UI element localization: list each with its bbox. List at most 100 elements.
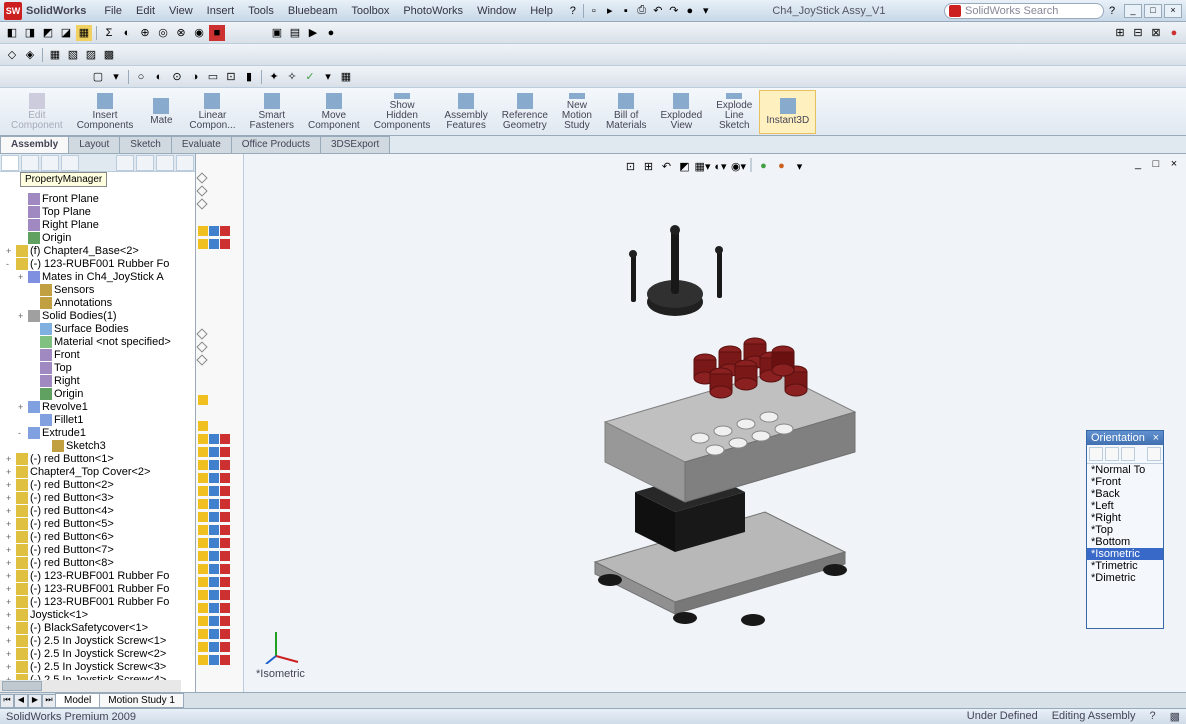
tree-item[interactable]: +Revolve1: [0, 400, 195, 413]
tree-item[interactable]: Sensors: [0, 283, 195, 296]
config-manager-tab[interactable]: [41, 155, 59, 171]
tool-icon[interactable]: ▶: [305, 25, 321, 41]
tool-icon[interactable]: ▮: [241, 69, 257, 85]
orientation-triad[interactable]: [264, 624, 304, 664]
tool-icon[interactable]: ▦: [76, 25, 92, 41]
tool-icon[interactable]: ▾: [108, 69, 124, 85]
tree-expand-icon[interactable]: +: [6, 636, 16, 646]
ribbon-explode[interactable]: ExplodeLineSketch: [709, 90, 759, 134]
tool-icon[interactable]: ◩: [40, 25, 56, 41]
tool-icon[interactable]: ▦: [47, 47, 63, 63]
tree-expand-icon[interactable]: +: [6, 545, 16, 555]
menu-item-bluebeam[interactable]: Bluebeam: [282, 3, 344, 19]
orientation-item[interactable]: *Dimetric: [1087, 572, 1163, 584]
menu-item-view[interactable]: View: [163, 3, 199, 19]
orientation-tool-icon[interactable]: [1147, 447, 1161, 461]
tree-item[interactable]: Front Plane: [0, 192, 195, 205]
ribbon-mate[interactable]: Mate: [140, 90, 182, 134]
tree-item[interactable]: Front: [0, 348, 195, 361]
vp-minimize-icon[interactable]: _: [1130, 156, 1146, 172]
orientation-item[interactable]: *Right: [1087, 512, 1163, 524]
options-icon[interactable]: ▾: [698, 3, 714, 19]
tree-item[interactable]: +(-) 123-RUBF001 Rubber Fo: [0, 582, 195, 595]
section-view-icon[interactable]: ◩: [677, 158, 693, 174]
tree-item[interactable]: +(-) red Button<3>: [0, 491, 195, 504]
tree-item[interactable]: -(-) 123-RUBF001 Rubber Fo: [0, 257, 195, 270]
tree-item[interactable]: +(-) 123-RUBF001 Rubber Fo: [0, 595, 195, 608]
menu-item-insert[interactable]: Insert: [201, 3, 241, 19]
orientation-tool-icon[interactable]: [1089, 447, 1103, 461]
orientation-list[interactable]: *Normal To*Front*Back*Left*Right*Top*Bot…: [1087, 464, 1163, 584]
tree-expand-icon[interactable]: +: [6, 454, 16, 464]
appearance-icon[interactable]: ●: [774, 158, 790, 174]
tool-icon[interactable]: ●: [1166, 25, 1182, 41]
tool-icon[interactable]: ✧: [284, 69, 300, 85]
menu-item-photoworks[interactable]: PhotoWorks: [397, 3, 469, 19]
panel-tab-icon[interactable]: [136, 155, 154, 171]
tool-icon[interactable]: ⊙: [169, 69, 185, 85]
ribbon-new[interactable]: NewMotionStudy: [555, 90, 599, 134]
print-icon[interactable]: ⎙: [634, 3, 650, 19]
tree-item[interactable]: +(-) red Button<1>: [0, 452, 195, 465]
orientation-close-icon[interactable]: ×: [1153, 432, 1159, 444]
tab-nav-first[interactable]: ⏮: [0, 694, 14, 708]
tree-item[interactable]: +(-) red Button<2>: [0, 478, 195, 491]
feature-tree[interactable]: Front PlaneTop PlaneRight PlaneOrigin+(f…: [0, 172, 195, 692]
tab-assembly[interactable]: Assembly: [0, 136, 69, 153]
tree-item[interactable]: +(-) 2.5 In Joystick Screw<1>: [0, 634, 195, 647]
tree-expand-icon[interactable]: +: [6, 610, 16, 620]
tree-expand-icon[interactable]: +: [6, 623, 16, 633]
menu-item-file[interactable]: File: [98, 3, 128, 19]
tree-expand-icon[interactable]: +: [6, 467, 16, 477]
ribbon-bill-of[interactable]: Bill ofMaterials: [599, 90, 654, 134]
ribbon-smart[interactable]: SmartFasteners: [243, 90, 301, 134]
tree-item[interactable]: +Joystick<1>: [0, 608, 195, 621]
hide-show-icon[interactable]: ◉▾: [731, 158, 747, 174]
tree-item[interactable]: Top Plane: [0, 205, 195, 218]
orientation-panel[interactable]: Orientation × *Normal To*Front*Back*Left…: [1086, 430, 1164, 629]
property-manager-tab[interactable]: [21, 155, 39, 171]
tool-icon[interactable]: ▾: [320, 69, 336, 85]
tree-item[interactable]: Material <not specified>: [0, 335, 195, 348]
tool-icon[interactable]: ✓: [302, 69, 318, 85]
vp-maximize-icon[interactable]: □: [1148, 156, 1164, 172]
open-icon[interactable]: ▸: [602, 3, 618, 19]
tab-sketch[interactable]: Sketch: [119, 136, 172, 153]
tool-icon[interactable]: ●: [323, 25, 339, 41]
tree-expand-icon[interactable]: +: [18, 402, 28, 412]
menu-item-help[interactable]: Help: [524, 3, 559, 19]
orientation-item[interactable]: *Top: [1087, 524, 1163, 536]
tool-icon[interactable]: ⊟: [1130, 25, 1146, 41]
tree-expand-icon[interactable]: +: [6, 532, 16, 542]
new-doc-icon[interactable]: ▫: [586, 3, 602, 19]
orientation-item[interactable]: *Left: [1087, 500, 1163, 512]
rebuild-icon[interactable]: ●: [682, 3, 698, 19]
tool-icon[interactable]: ◇: [4, 47, 20, 63]
tool-icon[interactable]: ⊞: [1112, 25, 1128, 41]
tab-nav-prev[interactable]: ◀: [14, 694, 28, 708]
orientation-item[interactable]: *Bottom: [1087, 536, 1163, 548]
orientation-item[interactable]: *Trimetric: [1087, 560, 1163, 572]
tree-expand-icon[interactable]: +: [6, 246, 16, 256]
orientation-item[interactable]: *Normal To: [1087, 464, 1163, 476]
tree-item[interactable]: Top: [0, 361, 195, 374]
orientation-item[interactable]: *Isometric: [1087, 548, 1163, 560]
tree-expand-icon[interactable]: -: [6, 259, 16, 269]
orientation-item[interactable]: *Back: [1087, 488, 1163, 500]
tool-icon[interactable]: ◨: [22, 25, 38, 41]
ribbon-insert[interactable]: InsertComponents: [70, 90, 141, 134]
zoom-area-icon[interactable]: ⊞: [641, 158, 657, 174]
tree-item[interactable]: Annotations: [0, 296, 195, 309]
ribbon-move[interactable]: MoveComponent: [301, 90, 367, 134]
tree-item[interactable]: Right Plane: [0, 218, 195, 231]
status-grip-icon[interactable]: ▩: [1170, 710, 1180, 723]
tab-nav-last[interactable]: ⏭: [42, 694, 56, 708]
tool-icon[interactable]: ▤: [287, 25, 303, 41]
tool-icon[interactable]: ⊗: [173, 25, 189, 41]
menu-item-toolbox[interactable]: Toolbox: [345, 3, 395, 19]
tree-item[interactable]: Fillet1: [0, 413, 195, 426]
horizontal-scrollbar[interactable]: [0, 680, 181, 692]
tool-icon[interactable]: ▨: [83, 47, 99, 63]
tool-icon[interactable]: ▦: [338, 69, 354, 85]
ribbon-linear[interactable]: LinearCompon...: [182, 90, 242, 134]
